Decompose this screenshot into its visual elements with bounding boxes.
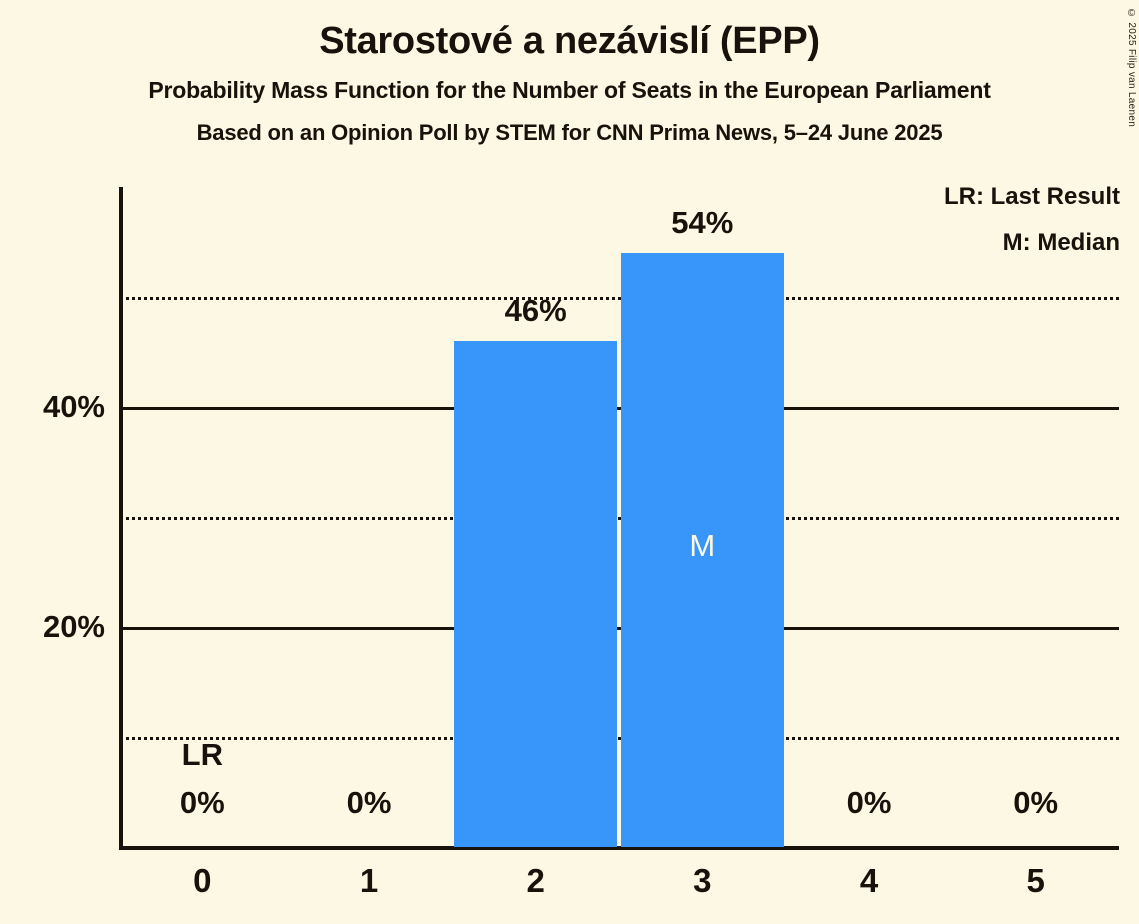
chart-subtitle: Probability Mass Function for the Number… (148, 76, 991, 103)
legend-item-last-result: LR: Last Result (943, 183, 1120, 210)
y-axis-label-40pct: 40% (42, 389, 105, 424)
chart-header: Starostové a nezávislí (EPP) Probability… (0, 0, 1139, 144)
chart-source-line: Based on an Opinion Poll by STEM for CNN… (196, 120, 943, 146)
value-label-seats-5: 0% (1013, 785, 1059, 820)
value-label-seats-2: 46% (504, 293, 567, 328)
gridline-20pct (119, 627, 1119, 630)
page-title: Starostové a nezávislí (EPP) (319, 20, 820, 62)
y-axis-label-20pct: 20% (42, 609, 105, 644)
x-axis-tick-5: 5 (1026, 862, 1045, 899)
value-label-seats-0: 0% (179, 785, 225, 820)
median-marker: M (689, 528, 716, 563)
x-axis-tick-1: 1 (359, 862, 379, 899)
x-axis-tick-0: 0 (193, 862, 212, 899)
value-label-seats-3: 54% (671, 205, 734, 240)
bar-seats-2 (453, 341, 618, 847)
x-axis-tick-4: 4 (859, 862, 879, 899)
bar-seats-3: M (620, 253, 785, 847)
gridline-50pct (119, 297, 1119, 300)
x-axis-tick-3: 3 (693, 862, 712, 899)
plot-area: M (119, 187, 1119, 850)
copyright-notice: © 2025 Filip van Laenen (1126, 8, 1137, 128)
value-label-seats-1: 0% (346, 785, 392, 820)
gridline-10pct (119, 737, 1119, 740)
gridline-30pct (119, 517, 1119, 520)
value-label-seats-4: 0% (846, 785, 892, 820)
x-axis-line (119, 846, 1119, 850)
gridline-40pct (119, 407, 1119, 410)
last-result-marker: LR (181, 737, 223, 772)
x-axis-tick-2: 2 (526, 862, 545, 899)
legend-item-median: M: Median (1002, 229, 1120, 256)
legend: LR: Last Result M: Median (944, 185, 1120, 255)
